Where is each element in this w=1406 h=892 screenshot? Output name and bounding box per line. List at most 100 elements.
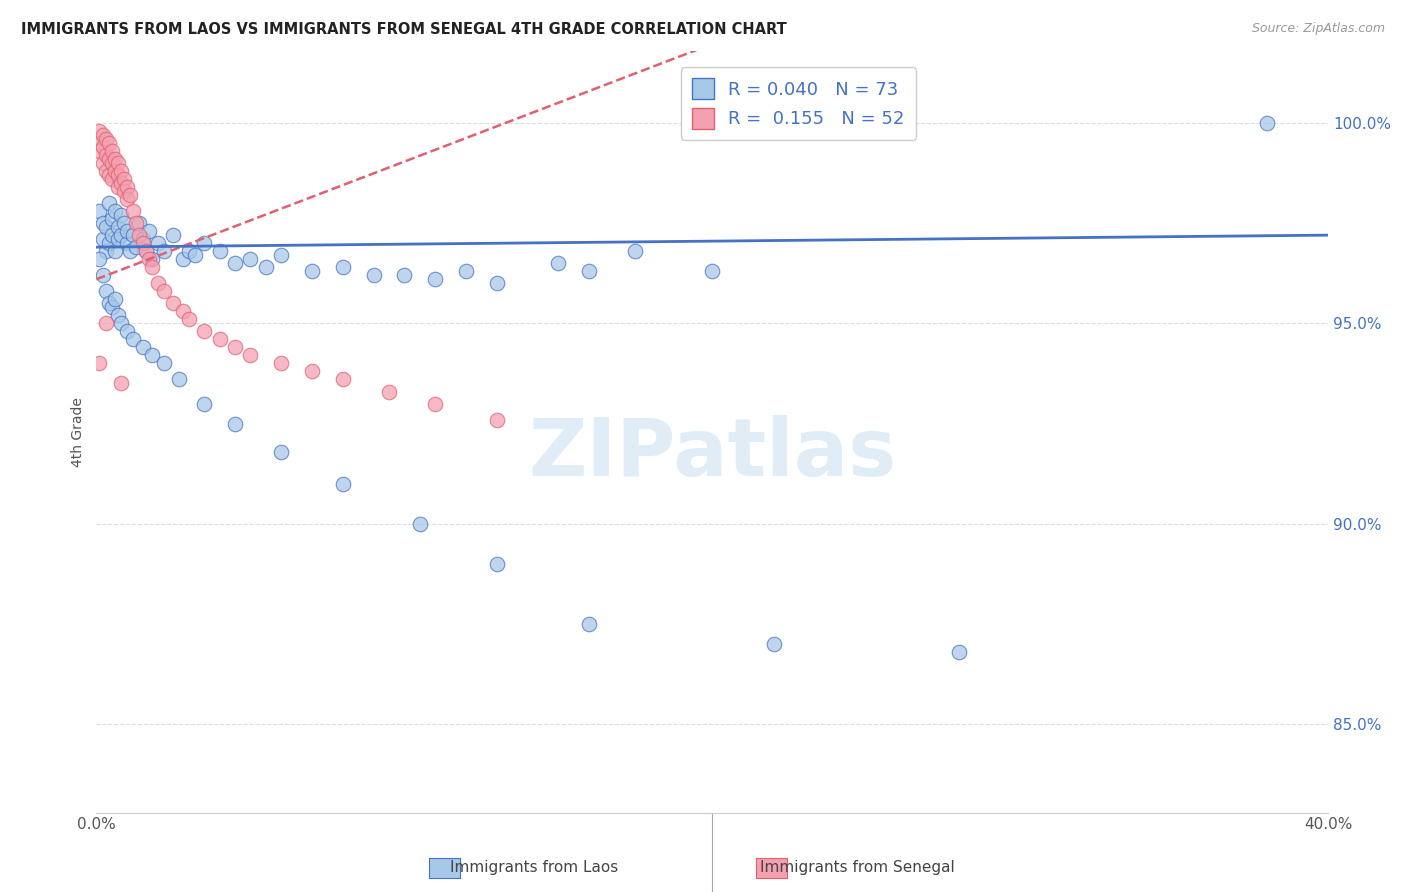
Point <box>91 128 114 142</box>
Point <box>409 516 432 531</box>
Point <box>153 244 176 259</box>
Point <box>91 268 114 283</box>
Point <box>224 340 246 354</box>
Point <box>94 164 117 178</box>
Point <box>115 180 138 194</box>
Point <box>128 228 150 243</box>
Point <box>332 476 354 491</box>
Point <box>115 324 138 338</box>
Point <box>91 140 114 154</box>
Point <box>128 216 150 230</box>
Point <box>115 192 138 206</box>
Point <box>578 617 600 632</box>
Point <box>254 260 277 275</box>
Point <box>100 144 122 158</box>
Text: ZIPatlas: ZIPatlas <box>529 416 897 493</box>
Point <box>125 216 148 230</box>
Point <box>104 293 127 307</box>
Point <box>169 372 191 386</box>
Point <box>363 268 385 283</box>
Point <box>112 184 135 198</box>
Point <box>146 277 169 291</box>
Point <box>94 220 117 235</box>
Point <box>115 236 138 251</box>
Text: Immigrants from Laos: Immigrants from Laos <box>450 860 619 874</box>
Point <box>97 196 120 211</box>
Point <box>177 312 200 326</box>
Point <box>153 356 176 370</box>
Point <box>97 236 120 251</box>
Point <box>94 244 117 259</box>
Text: Source: ZipAtlas.com: Source: ZipAtlas.com <box>1251 22 1385 36</box>
Point <box>131 340 153 354</box>
Point <box>91 232 114 246</box>
Point <box>122 204 145 219</box>
Legend: R = 0.040   N = 73, R =  0.155   N = 52: R = 0.040 N = 73, R = 0.155 N = 52 <box>682 67 915 140</box>
Point <box>107 180 129 194</box>
Point <box>115 224 138 238</box>
Point <box>131 232 153 246</box>
Point <box>141 348 163 362</box>
Point <box>100 228 122 243</box>
Point <box>193 324 215 338</box>
Point <box>104 244 127 259</box>
Point <box>135 244 157 259</box>
Point <box>97 296 120 310</box>
Point <box>762 637 785 651</box>
Point <box>578 264 600 278</box>
Point <box>94 316 117 330</box>
Point <box>107 156 129 170</box>
Point <box>141 252 163 267</box>
Point <box>394 268 416 283</box>
Point <box>208 332 231 346</box>
Point <box>138 252 160 267</box>
Point <box>485 277 508 291</box>
Point <box>162 228 184 243</box>
Point <box>94 132 117 146</box>
Point <box>110 176 132 190</box>
Point <box>423 272 446 286</box>
Point <box>239 252 262 267</box>
Point <box>100 172 122 186</box>
Point <box>120 188 142 202</box>
Point <box>122 332 145 346</box>
Point <box>89 356 111 370</box>
Point <box>100 212 122 227</box>
Point <box>89 136 111 150</box>
Point <box>110 376 132 391</box>
Point <box>112 216 135 230</box>
Point <box>702 264 724 278</box>
Point <box>177 244 200 259</box>
Point <box>91 216 114 230</box>
Point <box>301 364 323 378</box>
Text: Immigrants from Senegal: Immigrants from Senegal <box>761 860 955 874</box>
Point <box>146 236 169 251</box>
Text: IMMIGRANTS FROM LAOS VS IMMIGRANTS FROM SENEGAL 4TH GRADE CORRELATION CHART: IMMIGRANTS FROM LAOS VS IMMIGRANTS FROM … <box>21 22 787 37</box>
Point <box>100 301 122 315</box>
Point <box>107 220 129 235</box>
Point <box>454 264 477 278</box>
Point <box>332 260 354 275</box>
Point <box>184 248 207 262</box>
Point <box>193 236 215 251</box>
Point <box>547 256 569 270</box>
Point <box>270 248 292 262</box>
Point <box>89 124 111 138</box>
Point <box>141 260 163 275</box>
Point <box>948 645 970 659</box>
Point <box>107 168 129 182</box>
Y-axis label: 4th Grade: 4th Grade <box>72 397 86 467</box>
Point <box>110 316 132 330</box>
Point <box>122 228 145 243</box>
Point <box>423 396 446 410</box>
Point <box>110 208 132 222</box>
Point <box>162 296 184 310</box>
Point <box>131 236 153 251</box>
Point <box>224 417 246 431</box>
Point <box>89 144 111 158</box>
Point <box>94 285 117 299</box>
Point <box>110 228 132 243</box>
Point <box>138 224 160 238</box>
Point <box>125 240 148 254</box>
Point <box>270 356 292 370</box>
